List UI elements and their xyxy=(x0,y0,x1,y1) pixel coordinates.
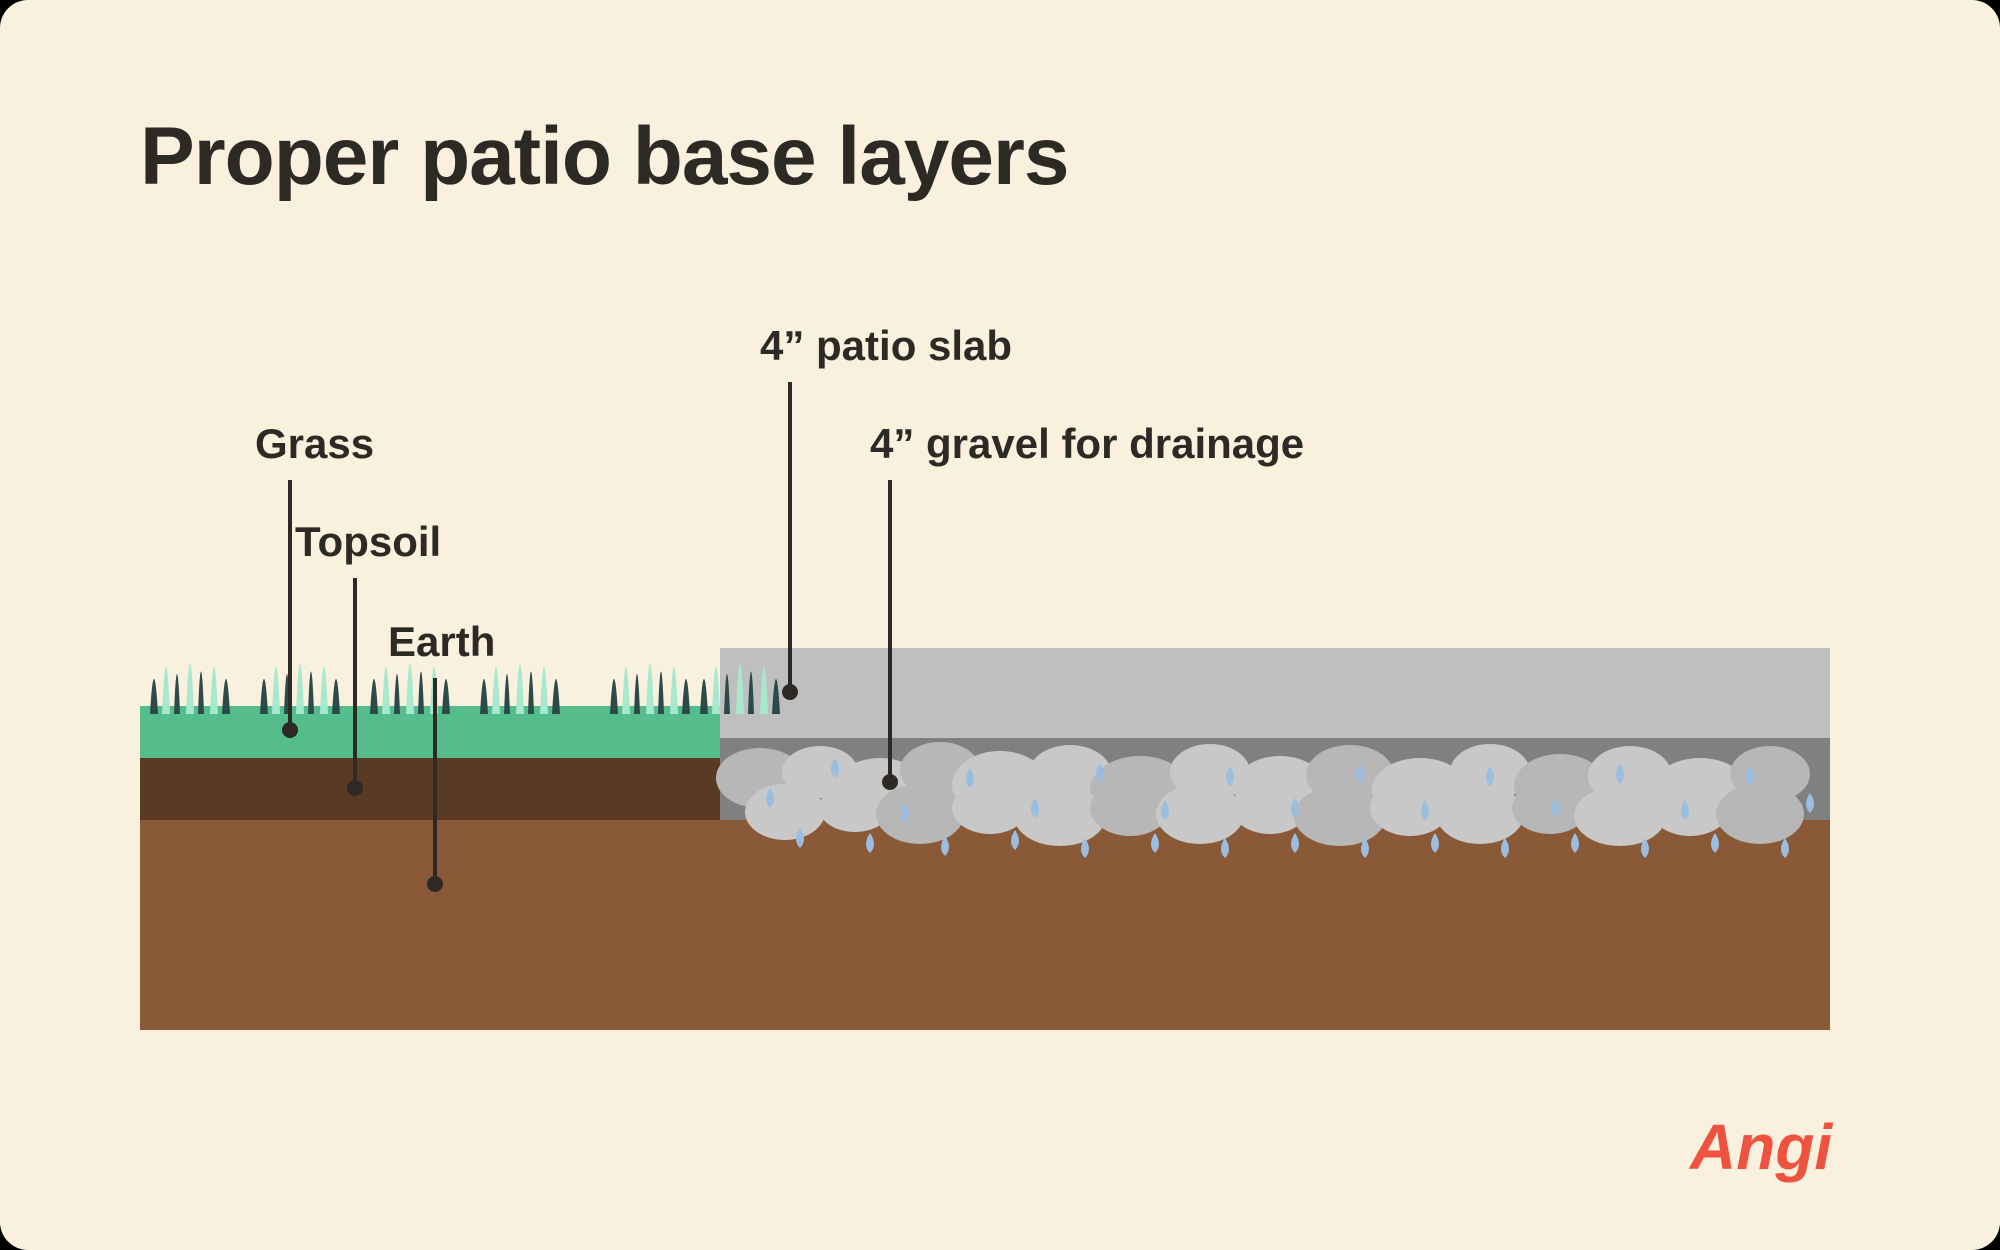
infographic-card: Proper patio base layers Grass Topsoil E… xyxy=(0,0,2000,1250)
cross-section-diagram xyxy=(0,0,2000,1250)
brand-logo: Angi xyxy=(1690,1110,1832,1184)
